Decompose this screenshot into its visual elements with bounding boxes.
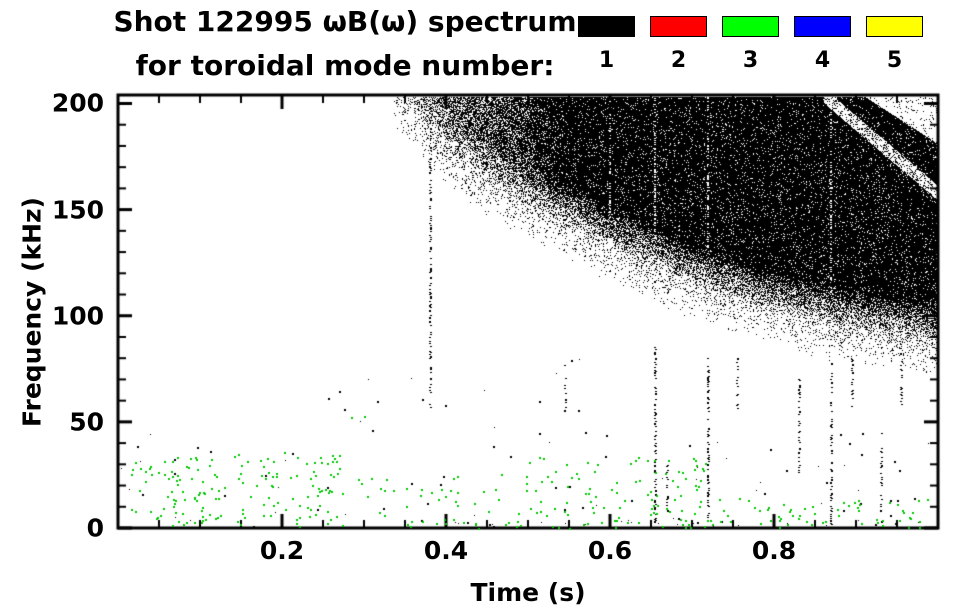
- legend-swatch: [650, 16, 707, 37]
- y-tick-label: 150: [51, 195, 104, 225]
- legend-swatch: [722, 16, 779, 37]
- y-tick-label: 100: [51, 301, 104, 331]
- x-tick-label: 0.8: [751, 536, 797, 565]
- legend-mode-number: 4: [814, 48, 831, 73]
- legend-swatch: [794, 16, 851, 37]
- x-tick-label: 0.2: [259, 536, 305, 565]
- x-tick-label: 0.6: [587, 536, 633, 565]
- legend-mode-number: 2: [670, 48, 687, 73]
- y-tick-label: 200: [51, 88, 104, 118]
- x-tick-label: 0.4: [423, 536, 469, 565]
- legend-item-mode-5: 5: [866, 16, 923, 72]
- legend-mode-number: 1: [598, 48, 615, 73]
- legend-mode-number: 3: [742, 48, 759, 73]
- chart-subtitle: for toroidal mode number:: [135, 49, 555, 82]
- legend-item-mode-4: 4: [794, 16, 851, 72]
- legend-mode-number: 5: [886, 48, 903, 73]
- x-axis-title: Time (s): [470, 578, 586, 607]
- legend-swatch: [578, 16, 635, 37]
- y-tick-label: 0: [86, 513, 104, 543]
- chart-title: Shot 122995 ωB(ω) spectrum: [113, 5, 577, 38]
- mode-legend: 1 2 3 4 5: [578, 16, 923, 72]
- legend-item-mode-3: 3: [722, 16, 779, 72]
- legend-item-mode-2: 2: [650, 16, 707, 72]
- legend-swatch: [866, 16, 923, 37]
- legend-item-mode-1: 1: [578, 16, 635, 72]
- y-tick-label: 50: [69, 407, 104, 437]
